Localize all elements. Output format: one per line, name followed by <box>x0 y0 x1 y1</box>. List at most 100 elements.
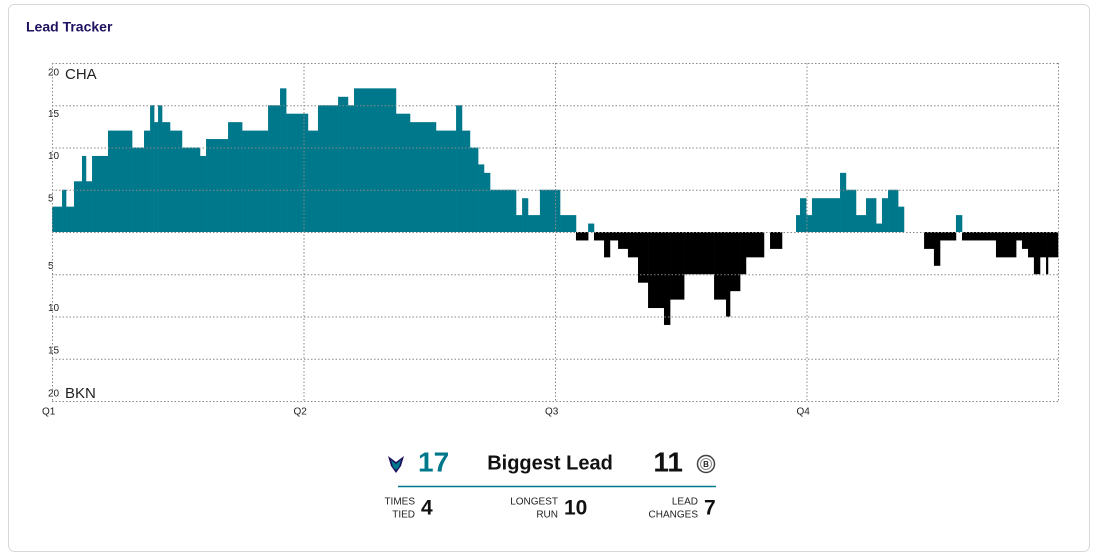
lead-bar <box>1046 232 1049 275</box>
lead-bar <box>1047 232 1059 258</box>
lead-bar <box>516 215 523 232</box>
lead-bar <box>1033 232 1041 275</box>
lead-bar <box>268 105 281 232</box>
lead-bar <box>1039 232 1047 258</box>
team-label-bottom: BKN <box>65 385 96 402</box>
lead-bar <box>609 232 619 241</box>
lead-bar <box>684 232 715 275</box>
lead-bar <box>560 215 577 232</box>
lead-bar <box>469 147 479 232</box>
stat-value: 4 <box>421 497 433 520</box>
lead-bar <box>866 198 877 232</box>
lead-bar <box>154 122 159 232</box>
lead-bar <box>228 122 243 232</box>
lead-bar <box>181 147 201 232</box>
lead-bar <box>627 232 639 258</box>
stat-label: RUN <box>536 510 558 521</box>
lead-bar <box>855 215 867 232</box>
lead-bar <box>286 113 309 232</box>
lead-bar <box>490 189 517 232</box>
team-label-top: CHA <box>65 66 97 83</box>
y-tick-label: 15 <box>48 345 60 356</box>
lead-bar <box>132 147 145 232</box>
lead-bar <box>714 232 727 300</box>
stats: TIMES TIED 4 LONGEST RUN 10 LEAD CHANGES 7 <box>384 497 715 521</box>
lead-bar <box>811 198 841 232</box>
lead-bar <box>888 189 899 232</box>
lead-bar <box>800 198 807 232</box>
lead-bar <box>66 206 75 232</box>
lead-bar <box>522 198 529 232</box>
lead-bar <box>637 232 649 283</box>
lead-bar <box>162 122 171 232</box>
lead-bar <box>604 232 611 258</box>
lead-bar <box>395 113 411 232</box>
y-tick-label: 5 <box>48 193 54 204</box>
lead-bar <box>618 232 629 249</box>
lead-bar <box>85 181 93 232</box>
lead-bar <box>593 232 605 241</box>
lead-bar <box>354 88 397 232</box>
lead-bar <box>169 130 183 232</box>
lead-bar <box>307 130 319 232</box>
lead-bar <box>745 232 765 258</box>
lead-bar <box>242 130 269 232</box>
y-tick-label: 20 <box>48 68 60 79</box>
lead-bar <box>940 232 957 241</box>
x-tick-label: Q4 <box>797 407 811 418</box>
lead-bar <box>81 155 87 232</box>
lead-bar <box>539 189 561 232</box>
stat-value: 7 <box>704 497 716 520</box>
lead-bar <box>955 215 963 232</box>
lead-bar <box>409 122 437 232</box>
lead-bar <box>1021 232 1029 249</box>
lead-bar <box>995 232 1017 258</box>
summary-heading: Biggest Lead <box>487 452 613 474</box>
lead-bar <box>74 181 83 232</box>
lead-bar <box>588 223 595 232</box>
lead-bar <box>144 130 151 232</box>
lead-bar <box>740 232 747 275</box>
lead-bar <box>478 164 485 232</box>
lead-bar <box>933 232 941 266</box>
lead-bar <box>845 189 857 232</box>
lead-bar <box>158 105 163 232</box>
lead-bar <box>575 232 589 241</box>
x-tick-label: Q1 <box>42 407 56 418</box>
y-tick-label: 10 <box>48 303 60 314</box>
y-tick-label: 15 <box>48 109 60 120</box>
lead-bar <box>730 232 741 292</box>
lead-bar <box>280 88 287 232</box>
stat-value: 10 <box>564 497 587 520</box>
y-tick-label: 20 <box>48 389 60 400</box>
stat-label: CHANGES <box>649 510 699 521</box>
lead-bar <box>796 215 801 232</box>
card-title: Lead Tracker <box>26 19 113 35</box>
lead-bar <box>527 215 541 232</box>
away-biggest-lead: 11 <box>653 446 683 477</box>
stat-label: LEAD <box>672 497 698 508</box>
lead-bar <box>1016 232 1023 241</box>
nets-logo: B <box>696 454 716 474</box>
lead-bar <box>770 232 783 249</box>
lead-bar <box>648 232 665 309</box>
home-biggest-lead: 17 <box>418 446 449 477</box>
lead-bar <box>876 223 883 232</box>
lead-bar <box>62 189 67 232</box>
stat-label: LONGEST <box>510 497 558 508</box>
lead-bar <box>670 232 685 300</box>
y-tick-label: 10 <box>48 151 60 162</box>
lead-bar <box>317 105 339 232</box>
lead-bar <box>92 155 109 232</box>
lead-bar <box>924 232 935 249</box>
lead-bar <box>461 130 471 232</box>
lead-bar <box>347 105 355 232</box>
lead-bar <box>456 105 463 232</box>
lead-bar <box>806 215 813 232</box>
lead-bar <box>881 198 889 232</box>
lead-bar <box>150 105 155 232</box>
lead-bar <box>206 139 229 232</box>
x-tick-label: Q2 <box>294 407 308 418</box>
stat-label: TIMES <box>384 497 415 508</box>
